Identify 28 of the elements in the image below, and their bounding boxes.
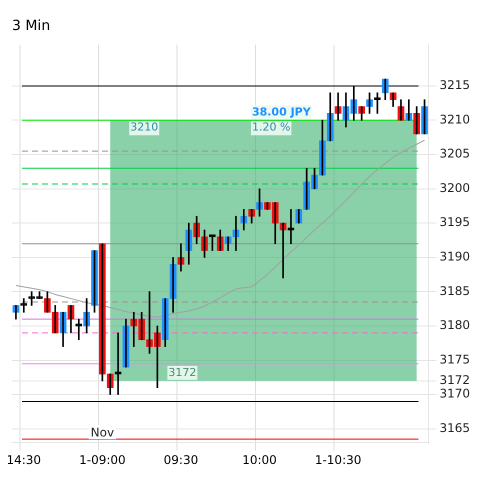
y-tick-label: 3205	[439, 146, 470, 161]
annotation: 1.20 %	[252, 120, 290, 134]
y-tick-label: 3215	[439, 78, 470, 92]
chart-title: 3 Min	[12, 18, 50, 34]
y-tick-label: 3210	[439, 112, 470, 126]
annotation: 3172	[168, 366, 196, 380]
candlestick	[288, 209, 294, 244]
annotation: 3210	[130, 120, 158, 134]
x-tick-label: 10:00	[242, 452, 277, 467]
y-tick-label: 3190	[439, 250, 470, 264]
y-tick-label: 3185	[439, 284, 470, 298]
y-tick-label: 3175	[439, 352, 470, 366]
x-tick-label: 1-09:00	[79, 452, 126, 467]
candlestick	[20, 298, 28, 313]
y-tick-label: 3172	[439, 372, 470, 387]
y-tick-label: 3180	[439, 318, 470, 332]
y-tick-label: 3170	[439, 386, 470, 401]
annotation: Nov	[90, 425, 114, 440]
candlestick	[36, 291, 43, 299]
x-tick-label: 14:30	[6, 452, 42, 467]
x-tick-label: 1-10:30	[314, 452, 362, 467]
candlestick	[114, 332, 122, 395]
candlestick	[28, 291, 35, 306]
annotation: 38.00 JPY	[252, 106, 312, 119]
y-tick-label: 3165	[439, 421, 470, 436]
y-tick-label: 3200	[439, 180, 470, 195]
y-tick-label: 3195	[439, 215, 470, 230]
x-tick-label: 09:30	[164, 452, 198, 467]
